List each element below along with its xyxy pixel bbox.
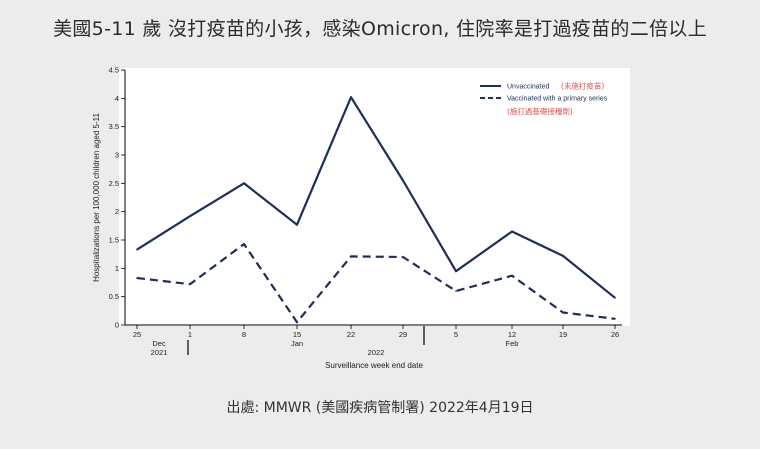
- vaccinated-point: [402, 256, 404, 258]
- period-label-feb: Feb: [506, 339, 519, 348]
- page-title: 美國5-11 歲 沒打疫苗的小孩，感染Omicron, 住院率是打過疫苗的二倍以…: [53, 18, 707, 40]
- vaccinated-point: [455, 290, 457, 292]
- vaccinated-point: [189, 283, 191, 286]
- x-tick-label: 25: [133, 330, 141, 339]
- vaccinated-point: [511, 274, 513, 277]
- y-tick-label: 3.5: [109, 122, 119, 131]
- legend-note-vaccinated: (施打過基礎接種劑): [507, 106, 573, 116]
- unvaccinated-point: [562, 255, 564, 257]
- series-line-unvaccinated: [136, 96, 616, 299]
- x-tick-label: 5: [454, 330, 458, 339]
- unvaccinated-point: [614, 297, 616, 299]
- period-label-jan: Jan: [291, 339, 303, 348]
- legend-note-unvaccinated: (未施打疫苗): [561, 81, 604, 91]
- y-tick-label: 0: [115, 321, 119, 330]
- y-tick-label: 4: [115, 94, 119, 103]
- x-tick-label: 26: [611, 330, 619, 339]
- unvaccinated-point: [350, 96, 352, 98]
- y-tick-label: 3: [115, 151, 119, 160]
- period-label-year: 2021: [151, 348, 168, 357]
- y-tick-label: 1.5: [109, 236, 119, 245]
- x-axis-title: Surveillance week end date: [325, 361, 423, 370]
- x-tick-label: 29: [399, 330, 407, 339]
- x-tick-label: 12: [508, 330, 516, 339]
- vaccinated-point: [350, 255, 352, 258]
- vaccinated-point: [614, 318, 616, 320]
- unvaccinated-point: [455, 270, 457, 273]
- legend-label-vaccinated: Vaccinated with a primary series: [507, 96, 608, 103]
- series-line-vaccinated: [136, 242, 616, 324]
- plot-area: 0 0.5 1 1.5 2 2.5 3 3.5 4 4.5 25 1 8 15 22 29 5 12 19 26 Dec…: [92, 66, 622, 370]
- period-label-year: 2022: [368, 348, 385, 357]
- x-tick-label: 22: [347, 330, 355, 339]
- unvaccinated-point: [136, 248, 138, 251]
- chart-background: [119, 68, 630, 326]
- unvaccinated-point: [189, 215, 191, 217]
- vaccinated-point: [296, 321, 298, 324]
- unvaccinated-point: [511, 230, 513, 233]
- y-tick-label: 2: [115, 207, 119, 216]
- unvaccinated-point: [243, 182, 245, 185]
- vaccinated-point: [562, 311, 564, 314]
- y-tick-label: 2.5: [109, 179, 119, 188]
- y-tick-label: 0.5: [109, 292, 119, 301]
- y-axis-title: Hospitalizations per 100,000 children ag…: [92, 113, 101, 282]
- y-tick-label: 1: [115, 264, 119, 273]
- vaccinated-point: [136, 277, 138, 279]
- vaccinated-point: [243, 243, 245, 245]
- x-tick-label: 1: [188, 330, 192, 339]
- source-citation: 出處: MMWR (美國疾病管制署) 2022年4月19日: [226, 400, 534, 416]
- unvaccinated-point: [296, 223, 298, 226]
- x-tick-label: 8: [242, 330, 246, 339]
- period-label-dec: Dec: [152, 339, 166, 348]
- unvaccinated-point: [402, 179, 404, 182]
- legend-label-unvaccinated: Unvaccinated: [507, 84, 550, 91]
- x-tick-label: 19: [559, 330, 567, 339]
- y-tick-label: 4.5: [109, 66, 119, 75]
- x-tick-label: 15: [293, 330, 301, 339]
